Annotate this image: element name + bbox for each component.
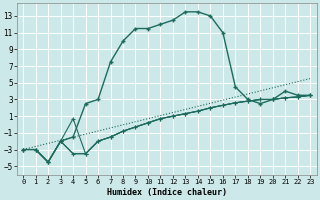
X-axis label: Humidex (Indice chaleur): Humidex (Indice chaleur)	[107, 188, 227, 197]
